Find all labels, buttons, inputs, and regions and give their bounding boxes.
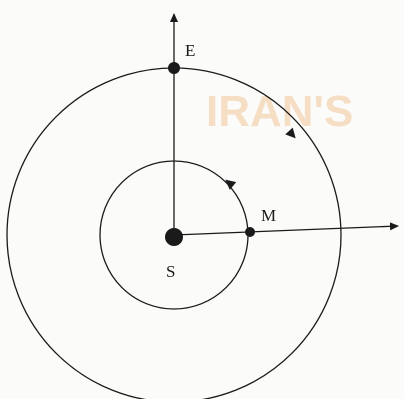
horizontal-axis-arrow: [173, 222, 399, 236]
earth-body: [168, 62, 180, 74]
inner-orbit-direction-arrow: [225, 179, 237, 190]
earth-label: E: [185, 41, 195, 60]
mars-label: M: [261, 206, 276, 225]
mars-body: [245, 227, 255, 237]
sun-label: S: [166, 262, 175, 281]
outer-orbit-direction-arrow: [285, 127, 296, 139]
watermark-text: IRAN'S: [206, 87, 353, 136]
sun-body: [165, 228, 183, 246]
watermark: IRAN'S: [206, 87, 353, 136]
